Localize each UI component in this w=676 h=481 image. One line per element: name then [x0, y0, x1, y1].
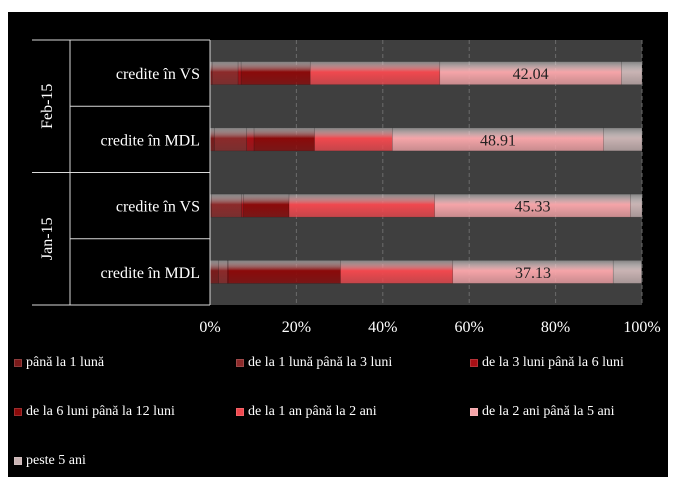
x-tick-label: 40% [368, 319, 397, 336]
bar-segment [237, 61, 242, 85]
legend-swatch [236, 408, 244, 416]
legend-label: de la 6 luni până la 12 luni [26, 404, 175, 419]
data-label: 48.91 [480, 132, 516, 149]
data-label: 42.04 [513, 66, 549, 83]
legend-item: de la 3 luni până la 6 luni [470, 355, 624, 371]
bar-segment [630, 193, 643, 218]
legend-swatch [470, 359, 478, 367]
legend-label: până la 1 lună [26, 355, 105, 370]
bar-segment [240, 61, 311, 85]
category-label: credite în MDL [100, 265, 200, 282]
legend-label: de la 3 luni până la 6 luni [482, 355, 624, 370]
bar-segment [246, 127, 255, 152]
bar-segment [243, 193, 290, 218]
legend-item: peste 5 ani [14, 453, 86, 469]
bar-segment [314, 127, 393, 152]
bar-segment [288, 193, 435, 218]
legend-item: de la 1 lună până la 3 luni [236, 355, 392, 371]
bar-segment [218, 260, 228, 284]
bar-segment [603, 127, 643, 152]
legend-label: peste 5 ani [26, 453, 86, 468]
legend-label: de la 2 ani până la 5 ani [482, 404, 615, 419]
legend-swatch [14, 457, 22, 465]
bar-segment [211, 61, 239, 85]
legend-label: de la 1 lună până la 3 luni [248, 355, 393, 370]
x-tick-label: 20% [282, 319, 311, 336]
bar-segment [309, 61, 441, 85]
group-label: Feb-15 [39, 84, 56, 129]
legend-item: de la 1 an până la 2 ani [236, 404, 377, 420]
legend-swatch [470, 408, 478, 416]
legend-label: de la 1 an până la 2 ani [248, 404, 377, 419]
chart-frame: 42.04 48.91 45.33 37.13 credite în VS credit… [8, 12, 668, 477]
category-label: credite în VS [116, 66, 200, 83]
legend-swatch [14, 408, 22, 416]
stacked-bar-chart: 42.04 48.91 45.33 37.13 credite în VS credit… [32, 39, 661, 336]
category-label: credite în VS [116, 199, 200, 216]
bar-segment [612, 260, 642, 284]
bar-segment [241, 193, 244, 218]
bar-segment [209, 260, 219, 284]
bar-segment [227, 260, 341, 284]
bar-segment [211, 193, 242, 218]
bar-segment [209, 127, 215, 152]
category-label: credite în MDL [100, 132, 200, 149]
legend-swatch [236, 359, 244, 367]
bar-segment [439, 61, 622, 85]
data-label: 45.33 [515, 199, 551, 216]
legend-item: de la 2 ani până la 5 ani [470, 404, 615, 420]
x-tick-label: 60% [455, 319, 484, 336]
data-label: 37.13 [515, 265, 551, 282]
x-tick-label: 0% [199, 319, 220, 336]
bar-segment [621, 61, 643, 85]
bar-segment [253, 127, 315, 152]
legend-item: de la 6 luni până la 12 luni [14, 404, 175, 420]
legend-item: până la 1 lună [14, 355, 104, 371]
bar-segment [214, 127, 247, 152]
x-tick-label: 100% [623, 319, 660, 336]
group-label: Jan-15 [39, 217, 56, 260]
bar-segment [340, 260, 454, 284]
legend-swatch [14, 359, 22, 367]
x-tick-label: 80% [541, 319, 570, 336]
